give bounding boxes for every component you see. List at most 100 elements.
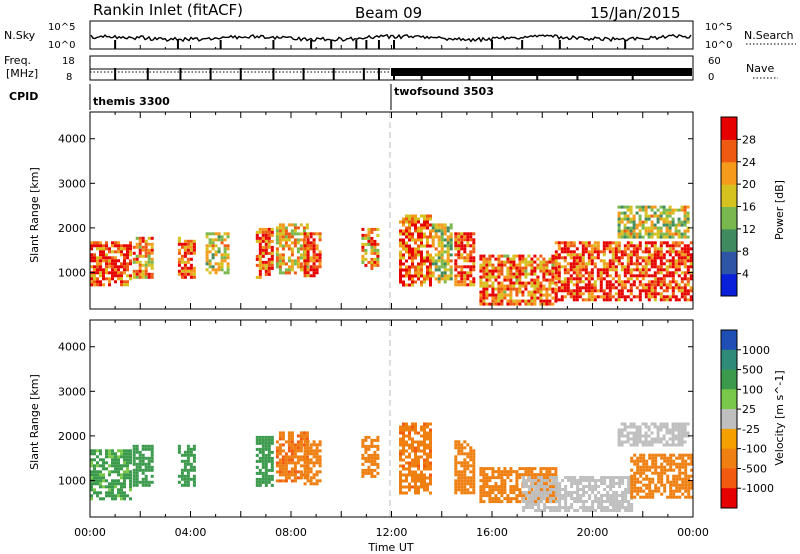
- cell-vel-10: [540, 491, 544, 494]
- cell-vel-10: [522, 482, 526, 485]
- cell-vel-0: [129, 452, 132, 456]
- cell-pow-0: [123, 283, 126, 287]
- cell-vel-4: [278, 461, 282, 465]
- cell-pow-13: [647, 205, 651, 209]
- cell-pow-2: [177, 239, 181, 243]
- freq-panel: Freq. [MHz] 18 8 60 0 Nave: [4, 54, 778, 83]
- cell-pow-11: [503, 296, 507, 300]
- cell-vel-10: [618, 482, 622, 485]
- cell-pow-11: [485, 278, 489, 282]
- cell-pow-12: [575, 289, 579, 293]
- cell-pow-13: [623, 205, 627, 209]
- cell-vel-8: [463, 464, 467, 468]
- cell-vel-5: [309, 443, 313, 447]
- cell-pow-10: [463, 277, 467, 281]
- cell-pow-0: [93, 268, 96, 272]
- cell-vel-10: [609, 500, 613, 503]
- cell-vel-12: [674, 437, 678, 441]
- cell-vel-8: [454, 491, 458, 495]
- cell-pow-4: [267, 266, 271, 270]
- cell-pow-11: [521, 293, 525, 297]
- cell-pow-11: [545, 269, 549, 273]
- cell-vel-12: [647, 425, 651, 429]
- cell-pow-12: [635, 268, 639, 272]
- cell-vel-1: [141, 477, 145, 481]
- cell-vel-4: [290, 431, 294, 435]
- cell-vel-2: [189, 468, 193, 472]
- cell-vel-9: [485, 494, 489, 498]
- cell-pow-5: [305, 235, 309, 239]
- cell-vel-3: [264, 444, 268, 448]
- cell-vel-0: [114, 458, 117, 462]
- cell-pow-11: [539, 299, 543, 303]
- cell-vel-7: [426, 443, 429, 447]
- cell-pow-8: [414, 256, 417, 260]
- cell-vel-12: [656, 428, 660, 432]
- cell-pow-12: [686, 298, 690, 302]
- cell-vel-11: [654, 486, 658, 490]
- cell-pow-4: [270, 239, 274, 243]
- cell-pow-1: [141, 263, 145, 267]
- cell-pow-13: [668, 229, 672, 233]
- cell-pow-11: [521, 260, 525, 264]
- cell-pow-6: [303, 247, 307, 251]
- cell-vel-7: [399, 485, 402, 489]
- cell-vel-4: [305, 455, 309, 459]
- cell-pow-8: [429, 244, 432, 248]
- cell-vel-12: [686, 422, 690, 426]
- cell-pow-5: [278, 241, 282, 245]
- cell-pow-12: [596, 247, 600, 251]
- cell-vel-10: [549, 476, 553, 479]
- cell-vel-10: [606, 491, 610, 494]
- cell-pow-7: [367, 236, 371, 240]
- cell-pow-12: [569, 256, 573, 260]
- cell-vel-0: [105, 461, 108, 465]
- cell-pow-4: [258, 251, 262, 255]
- cell-pow-11: [491, 266, 495, 270]
- cell-pow-9: [440, 253, 444, 257]
- cell-vel-4: [278, 458, 282, 462]
- cell-pow-3: [226, 256, 230, 260]
- cell-pow-12: [584, 289, 588, 293]
- cell-pow-12: [578, 274, 582, 278]
- cell-pow-12: [677, 253, 681, 257]
- cell-pow-4: [258, 248, 262, 252]
- cell-pow-9: [431, 244, 435, 248]
- cell-vel-10: [594, 509, 598, 512]
- cell-vel-8: [460, 491, 464, 495]
- cell-vel-3: [261, 450, 265, 454]
- cell-vel-8: [454, 461, 458, 465]
- cell-pow-13: [686, 211, 690, 215]
- cell-pow-12: [677, 265, 681, 269]
- cell-pow-12: [554, 241, 558, 245]
- cell-pow-12: [557, 268, 561, 272]
- cell-pow-11: [548, 260, 552, 264]
- cell-pow-0: [114, 256, 117, 260]
- cell-vel-10: [528, 503, 532, 506]
- cell-pow-1: [141, 254, 145, 258]
- cell-vel-3: [258, 468, 262, 472]
- cell-pow-11: [482, 281, 486, 285]
- cell-vel-4: [287, 431, 291, 435]
- cell-vel-7: [423, 488, 426, 492]
- cell-pow-12: [602, 265, 606, 269]
- cell-pow-11: [521, 290, 525, 294]
- cell-pow-9: [440, 232, 444, 236]
- cell-vel-12: [620, 434, 624, 438]
- cell-vel-0: [123, 494, 126, 498]
- cell-pow-1: [141, 275, 145, 279]
- cell-vel-10: [552, 497, 556, 500]
- cell-pow-12: [647, 289, 651, 293]
- cell-pow-12: [563, 277, 567, 281]
- cell-vel-3: [270, 462, 274, 466]
- cell-pow-2: [186, 269, 190, 273]
- cell-pow-11: [512, 263, 516, 267]
- cell-vel-10: [522, 485, 526, 488]
- cell-pow-11: [530, 272, 534, 276]
- cell-pow-12: [653, 256, 657, 260]
- cell-pow-0: [126, 274, 129, 278]
- cell-vel-10: [591, 476, 595, 479]
- cell-pow-13: [629, 211, 633, 215]
- noise-left-tick-top: 10^5: [48, 22, 75, 33]
- cell-pow-6: [318, 235, 322, 239]
